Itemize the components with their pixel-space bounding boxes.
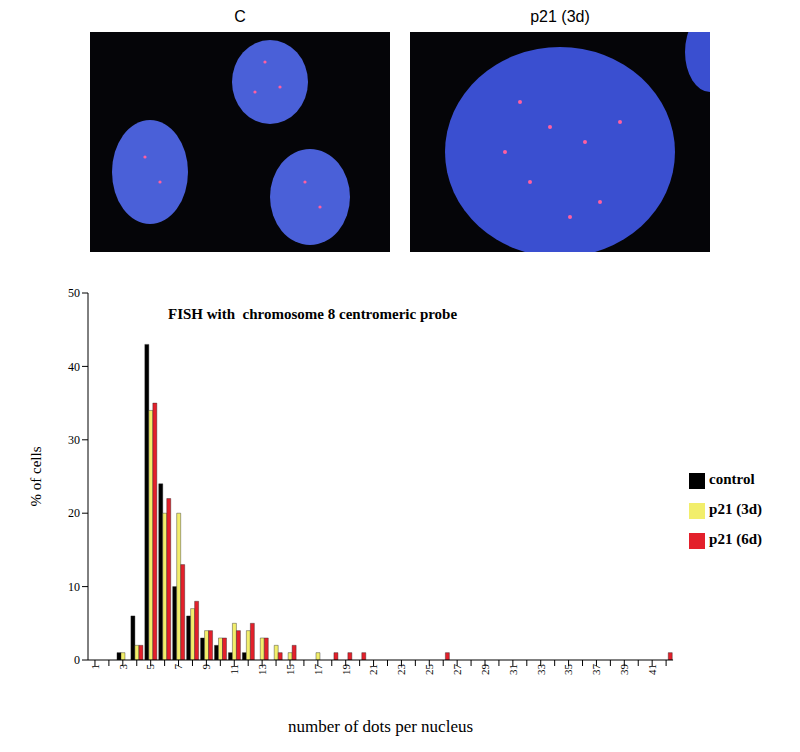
svg-text:17: 17 <box>312 664 324 676</box>
svg-text:0: 0 <box>74 653 80 667</box>
html-text:control: control <box>709 471 755 487</box>
svg-text:27: 27 <box>451 664 463 676</box>
html-text:p21 (6d): p21 (6d) <box>709 531 762 547</box>
svg-text:5: 5 <box>144 664 156 670</box>
html-text:p21 (3d): p21 (3d) <box>530 8 590 25</box>
svg-text:10: 10 <box>68 580 80 594</box>
svg-text:30: 30 <box>68 433 80 447</box>
svg-text:15: 15 <box>284 664 296 676</box>
svg-text:19: 19 <box>340 664 352 676</box>
svg-text:21: 21 <box>367 664 379 675</box>
svg-text:7: 7 <box>172 664 184 670</box>
svg-text:1: 1 <box>89 664 101 670</box>
svg-text:number of dots per nucleus: number of dots per nucleus <box>288 717 473 736</box>
svg-text:25: 25 <box>423 664 435 676</box>
svg-text:39: 39 <box>618 664 630 676</box>
svg-text:13: 13 <box>256 664 268 676</box>
svg-text:% of cells: % of cells <box>28 446 44 506</box>
svg-text:40: 40 <box>68 360 80 374</box>
svg-text:29: 29 <box>479 664 491 676</box>
svg-text:20: 20 <box>68 506 80 520</box>
svg-text:11: 11 <box>228 664 240 675</box>
svg-text:50: 50 <box>68 286 80 300</box>
svg-text:23: 23 <box>395 664 407 676</box>
svg-text:9: 9 <box>200 664 212 670</box>
svg-text:41: 41 <box>646 664 658 675</box>
html-text:FISH with chromosome 8 centrom: FISH with chromosome 8 centromeric probe <box>168 306 458 322</box>
svg-text:37: 37 <box>590 664 602 676</box>
svg-text:3: 3 <box>117 664 129 670</box>
svg-text:33: 33 <box>535 664 547 676</box>
svg-text:31: 31 <box>507 664 519 675</box>
html-text:p21 (3d): p21 (3d) <box>709 501 762 517</box>
html-text:C: C <box>234 8 246 25</box>
svg-text:35: 35 <box>562 664 574 676</box>
